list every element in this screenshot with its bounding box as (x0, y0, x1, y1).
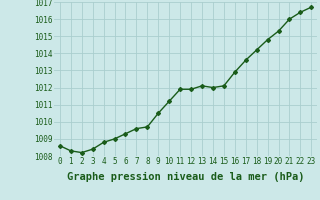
X-axis label: Graphe pression niveau de la mer (hPa): Graphe pression niveau de la mer (hPa) (67, 172, 304, 182)
